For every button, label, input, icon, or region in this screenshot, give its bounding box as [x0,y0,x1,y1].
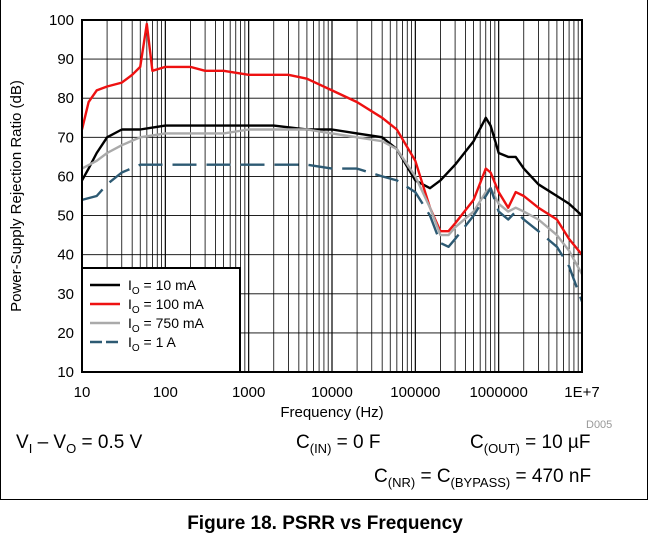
x-axis-label: Frequency (Hz) [280,404,383,421]
plot-area-border [81,19,583,373]
series-line-1 [80,22,583,256]
cout-condition: C(OUT) = 10 µF [470,432,591,456]
x-tick-label: 1E+7 [564,384,599,401]
figure-caption: Figure 18. PSRR vs Frequency [187,513,463,534]
watermark-code: D005 [586,419,612,430]
figure-frame [0,0,648,500]
x-tick-label: 1000 [232,384,265,401]
y-tick-label: 10 [57,364,74,381]
tick-labels: 10 100 1000 10000 100000 1000000 1E+7 10 20 30 40 5… [49,12,600,401]
y-tick-label: 100 [49,12,74,29]
x-tick-label: 10 [74,384,91,401]
y-tick-label: 80 [57,90,74,107]
cnr-bypass-condition: C(NR) = C(BYPASS) = 470 nF [374,466,592,490]
y-tick-label: 50 [57,208,74,225]
series-layer [80,22,584,303]
legend-label-2: IO = 750 mA [128,315,205,335]
legend-label-1: IO = 100 mA [128,296,205,316]
y-tick-label: 20 [57,325,74,342]
y-tick-label: 60 [57,168,74,185]
psrr-chart: 10 100 1000 10000 100000 1000000 1E+7 10 20 30 40 5… [8,12,612,430]
y-tick-label: 30 [57,286,74,303]
cin-condition: C(IN) = 0 F [296,432,381,456]
x-tick-label: 100000 [390,384,440,401]
x-tick-label: 100 [153,384,178,401]
y-tick-label: 40 [57,247,74,264]
y-tick-label: 70 [57,129,74,146]
legend-label-3: IO = 1 A [128,334,177,354]
series-line-2 [81,128,584,275]
legend-label-0: IO = 10 mA [128,277,197,297]
y-tick-label: 90 [57,51,74,68]
series-line-3 [81,163,584,303]
x-tick-label: 1000000 [469,384,527,401]
x-tick-label: 10000 [311,384,353,401]
y-axis-label: Power-Supply Rejection Ratio (dB) [8,80,25,312]
vi-vo-condition: VI – VO = 0.5 V [16,432,143,456]
